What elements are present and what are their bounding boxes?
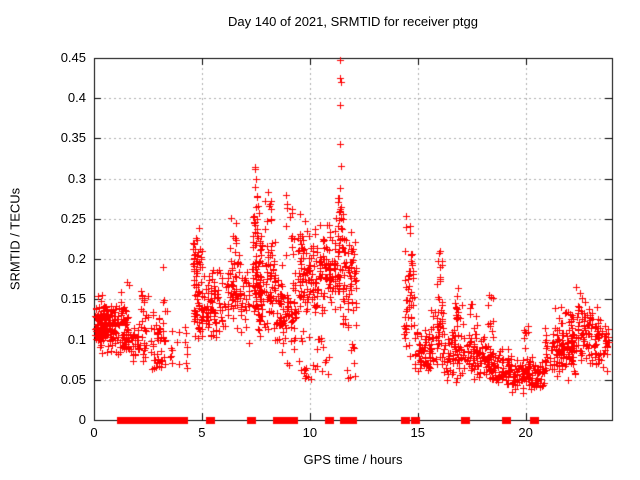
y-tick-label: 0.3 xyxy=(67,170,86,186)
x-tick-label: 5 xyxy=(198,425,206,440)
y-tick-label: 0.05 xyxy=(60,371,86,387)
x-tick-label: 15 xyxy=(410,425,425,440)
y-tick-label: 0.45 xyxy=(60,50,86,65)
y-axis-label: SRMTID / TECUs xyxy=(7,187,23,291)
y-tick-label: 0.15 xyxy=(60,291,86,307)
y-tick-label: 0.4 xyxy=(67,90,86,106)
y-tick-label: 0.35 xyxy=(60,130,86,146)
y-tick-label: 0.25 xyxy=(60,210,86,226)
y-tick-label: 0.1 xyxy=(67,331,86,347)
y-tick-label: 0 xyxy=(78,412,86,427)
x-tick-label: 20 xyxy=(518,425,533,440)
x-axis-label: GPS time / hours xyxy=(303,452,403,467)
x-tick-label: 10 xyxy=(302,425,318,440)
y-tick-label: 0.2 xyxy=(67,251,86,267)
x-tick-label: 0 xyxy=(90,425,98,440)
chart-title: Day 140 of 2021, SRMTID for receiver ptg… xyxy=(227,14,478,29)
